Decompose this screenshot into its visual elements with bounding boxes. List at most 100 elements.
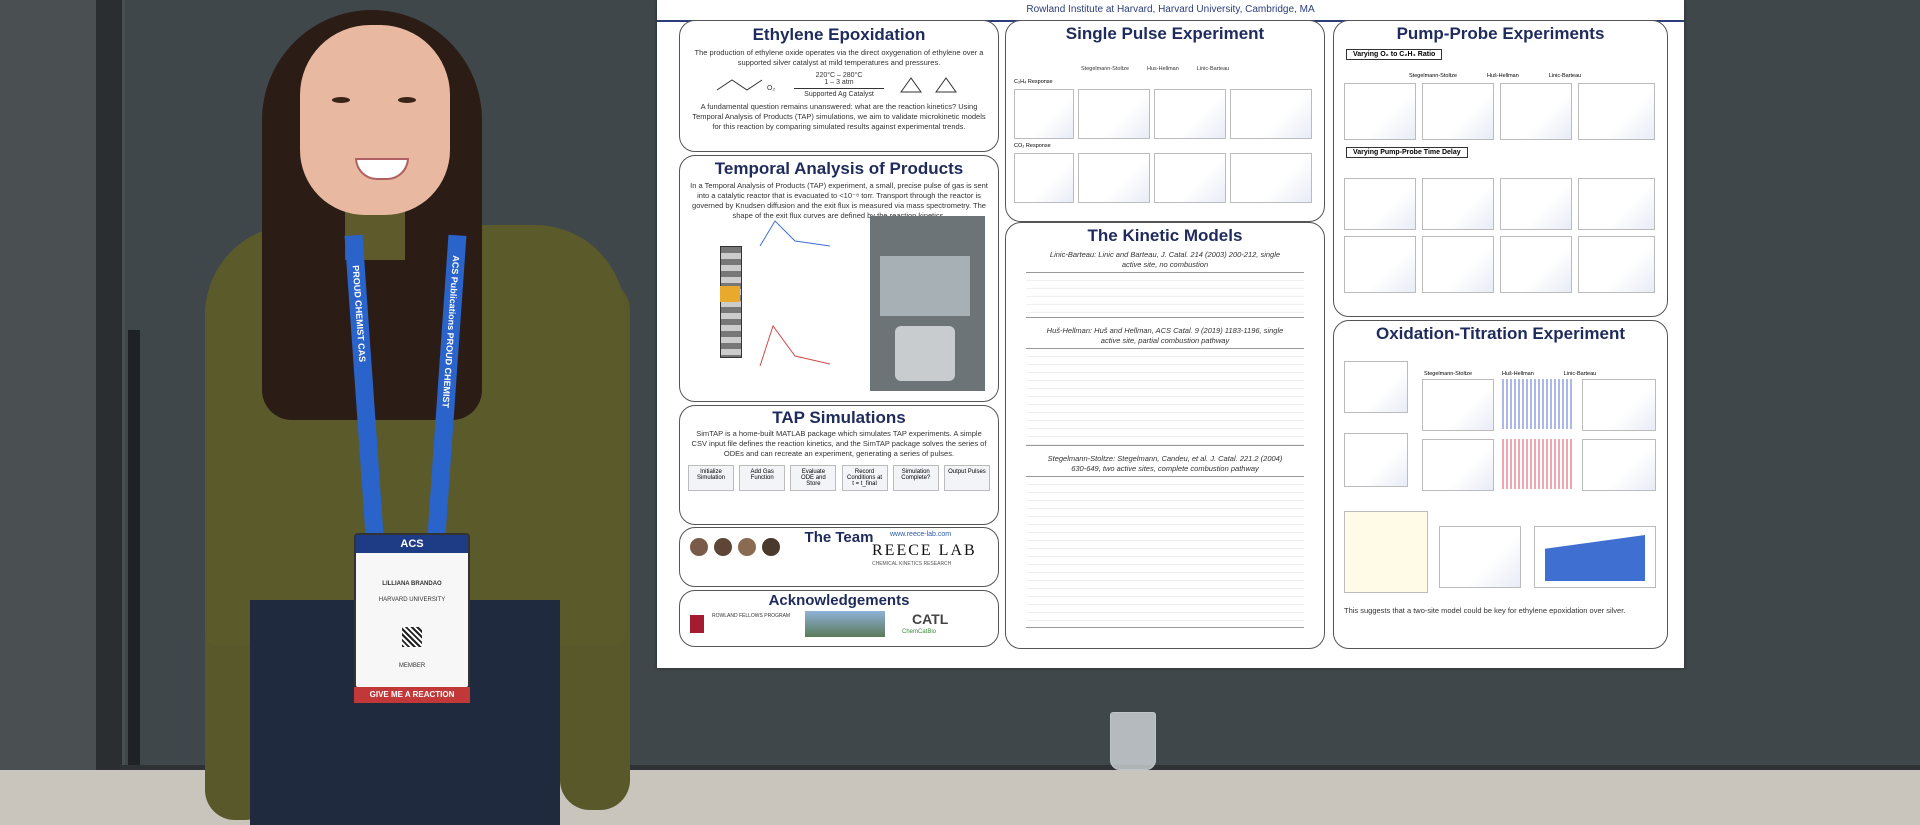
badge-role: MEMBER bbox=[398, 663, 426, 669]
reaction-arrow-icon bbox=[794, 88, 884, 89]
display-stand bbox=[128, 330, 140, 800]
pump-title: Pump-Probe Experiments bbox=[1396, 24, 1605, 43]
plot-thumb bbox=[1154, 153, 1226, 203]
flow-step: Evaluate ODE and Store bbox=[790, 465, 837, 491]
blue-area-fill bbox=[1545, 535, 1645, 581]
row-label: CO₂ Response bbox=[1014, 143, 1051, 149]
plot-thumb bbox=[1230, 153, 1312, 203]
svg-text:O₂: O₂ bbox=[767, 85, 775, 92]
lanyard-text-left: PROUD CHEMIST CAS bbox=[350, 264, 368, 363]
plot-thumb bbox=[1578, 178, 1655, 230]
exit-flux-plots bbox=[759, 220, 831, 367]
name-badge: ACS LILLIANA BRANDAO HARVARD UNIVERSITY … bbox=[354, 533, 470, 703]
harvard-shield-icon bbox=[690, 615, 704, 633]
plot-thumb bbox=[1154, 89, 1226, 139]
panel-oxidation-titration: Oxidation-Titration Experiment Stegelman… bbox=[1333, 320, 1668, 649]
plot-thumb bbox=[1578, 83, 1655, 140]
plot-thumb bbox=[1502, 379, 1572, 429]
catalyst-label: Supported Ag Catalyst bbox=[804, 91, 874, 98]
panel-pump-probe: Pump-Probe Experiments Varying O₂ to C₂H… bbox=[1333, 20, 1668, 317]
temperature-range: 220°C – 280°C bbox=[815, 72, 863, 79]
lab-url: www.reece-lab.com bbox=[890, 531, 952, 538]
ethylene-title: Ethylene Epoxidation bbox=[752, 25, 926, 44]
plot-thumb bbox=[1344, 236, 1416, 293]
badge-ribbon: GIVE ME A REACTION bbox=[354, 687, 470, 703]
ethylene-structure-icon: O₂ bbox=[716, 79, 775, 92]
plot-thumb bbox=[1078, 153, 1150, 203]
badge-name: LILLIANA BRANDAO bbox=[382, 581, 442, 587]
epoxide-structure-icon bbox=[900, 77, 957, 93]
right-eye bbox=[398, 97, 416, 103]
plot-thumb bbox=[1500, 178, 1572, 230]
model-caption: Stegelmann-Stoltze: Stegelmann, Candeu, … bbox=[1047, 454, 1283, 473]
badge-org: HARVARD UNIVERSITY bbox=[378, 597, 446, 603]
institute-photo bbox=[805, 611, 885, 637]
reactor-diagram bbox=[720, 246, 742, 358]
reaction-scheme: O₂ 220°C – 280°C 1 – 3 atm Supported Ag … bbox=[680, 72, 998, 98]
instrument-chamber bbox=[880, 256, 970, 316]
ox-title: Oxidation-Titration Experiment bbox=[1375, 324, 1626, 343]
poster-affiliation: Rowland Institute at Harvard, Harvard Un… bbox=[657, 0, 1684, 22]
plot-thumb bbox=[1344, 83, 1416, 140]
program-name: ROWLAND FELLOWS PROGRAM bbox=[712, 613, 791, 619]
sim-text: SimTAP is a home-built MATLAB package wh… bbox=[691, 429, 987, 458]
flow-step: Output Pulses bbox=[943, 465, 990, 491]
kinetic-table bbox=[1026, 272, 1304, 318]
tap-text: In a Temporal Analysis of Products (TAP)… bbox=[690, 181, 988, 220]
team-title: The Team bbox=[804, 529, 874, 546]
plot-thumb bbox=[1344, 178, 1416, 230]
plot-thumb bbox=[1582, 379, 1656, 431]
sim-flowchart: Initialize Simulation Add Gas Function E… bbox=[688, 465, 990, 491]
plot-thumb bbox=[1422, 236, 1494, 293]
plot-thumb bbox=[1439, 526, 1521, 588]
avatar bbox=[762, 538, 780, 556]
col-header: Linic-Barteau bbox=[1548, 73, 1582, 79]
subheading: Varying O₂ to C₂H₄ Ratio bbox=[1346, 49, 1443, 60]
panel-single-pulse: Single Pulse Experiment Stegelmann-Stolt… bbox=[1005, 20, 1325, 222]
model-caption: Linic-Barteau: Linic and Barteau, J. Cat… bbox=[1049, 250, 1281, 269]
qr-code-icon bbox=[402, 627, 422, 647]
col-header: Huš-Hellman bbox=[1487, 73, 1519, 79]
kinetic-table bbox=[1026, 476, 1304, 628]
single-col-headers: Stegelmann-Stoltze Hus-Hellman Linic-Bar… bbox=[1081, 66, 1229, 72]
display-pole bbox=[96, 0, 122, 780]
col-header: Stegelmann-Stoltze bbox=[1081, 66, 1129, 72]
catalyst-zone bbox=[720, 286, 740, 302]
col-header: Stegelmann-Stoltze bbox=[1424, 371, 1472, 377]
plot-thumb bbox=[1500, 236, 1572, 293]
ox-col-headers: Stegelmann-Stoltze Huš-Hellman Linic-Bar… bbox=[1424, 371, 1596, 377]
plot-thumb bbox=[1502, 439, 1572, 489]
flow-step: Initialize Simulation bbox=[688, 465, 734, 491]
research-poster: Rowland Institute at Harvard, Harvard Un… bbox=[657, 0, 1684, 668]
catl-logo: CATL bbox=[912, 611, 949, 627]
panel-ethylene: Ethylene Epoxidation The production of e… bbox=[679, 20, 999, 152]
panel-acknowledgements: Acknowledgements ROWLAND FELLOWS PROGRAM… bbox=[679, 590, 999, 647]
sim-title: TAP Simulations bbox=[772, 408, 906, 427]
pump-col-headers: Stegelmann-Stoltze Huš-Hellman Linic-Bar… bbox=[1409, 73, 1581, 79]
panel-kinetic-models: The Kinetic Models Linic-Barteau: Linic … bbox=[1005, 222, 1325, 649]
panel-tap: Temporal Analysis of Products In a Tempo… bbox=[679, 155, 999, 402]
tap-instrument-photo bbox=[870, 216, 985, 391]
left-eye bbox=[332, 97, 350, 103]
kinetic-table bbox=[1026, 348, 1304, 446]
plot-thumb bbox=[1014, 89, 1074, 139]
plot-thumb bbox=[1534, 526, 1656, 588]
avatar bbox=[714, 538, 732, 556]
panel-team: The Team www.reece-lab.com REECE LAB CHE… bbox=[679, 527, 999, 587]
avatar bbox=[738, 538, 756, 556]
instrument-base bbox=[895, 326, 955, 381]
plot-thumb bbox=[1230, 89, 1312, 139]
board-edge bbox=[120, 765, 1920, 773]
panel-simulations: TAP Simulations SimTAP is a home-built M… bbox=[679, 405, 999, 525]
col-header: Stegelmann-Stoltze bbox=[1409, 73, 1457, 79]
plot-thumb bbox=[1078, 89, 1150, 139]
ethylene-intro: The production of ethylene oxide operate… bbox=[694, 48, 984, 67]
ack-title: Acknowledgements bbox=[768, 592, 910, 609]
reaction-conditions: 220°C – 280°C 1 – 3 atm Supported Ag Cat… bbox=[794, 72, 884, 98]
plot-thumb bbox=[1344, 361, 1408, 413]
col-header: Linic-Barteau bbox=[1196, 66, 1230, 72]
pressure-range: 1 – 3 atm bbox=[824, 79, 854, 86]
col-header: Huš-Hellman bbox=[1502, 371, 1534, 377]
plot-thumb bbox=[1582, 439, 1656, 491]
plot-thumb bbox=[1344, 433, 1408, 487]
